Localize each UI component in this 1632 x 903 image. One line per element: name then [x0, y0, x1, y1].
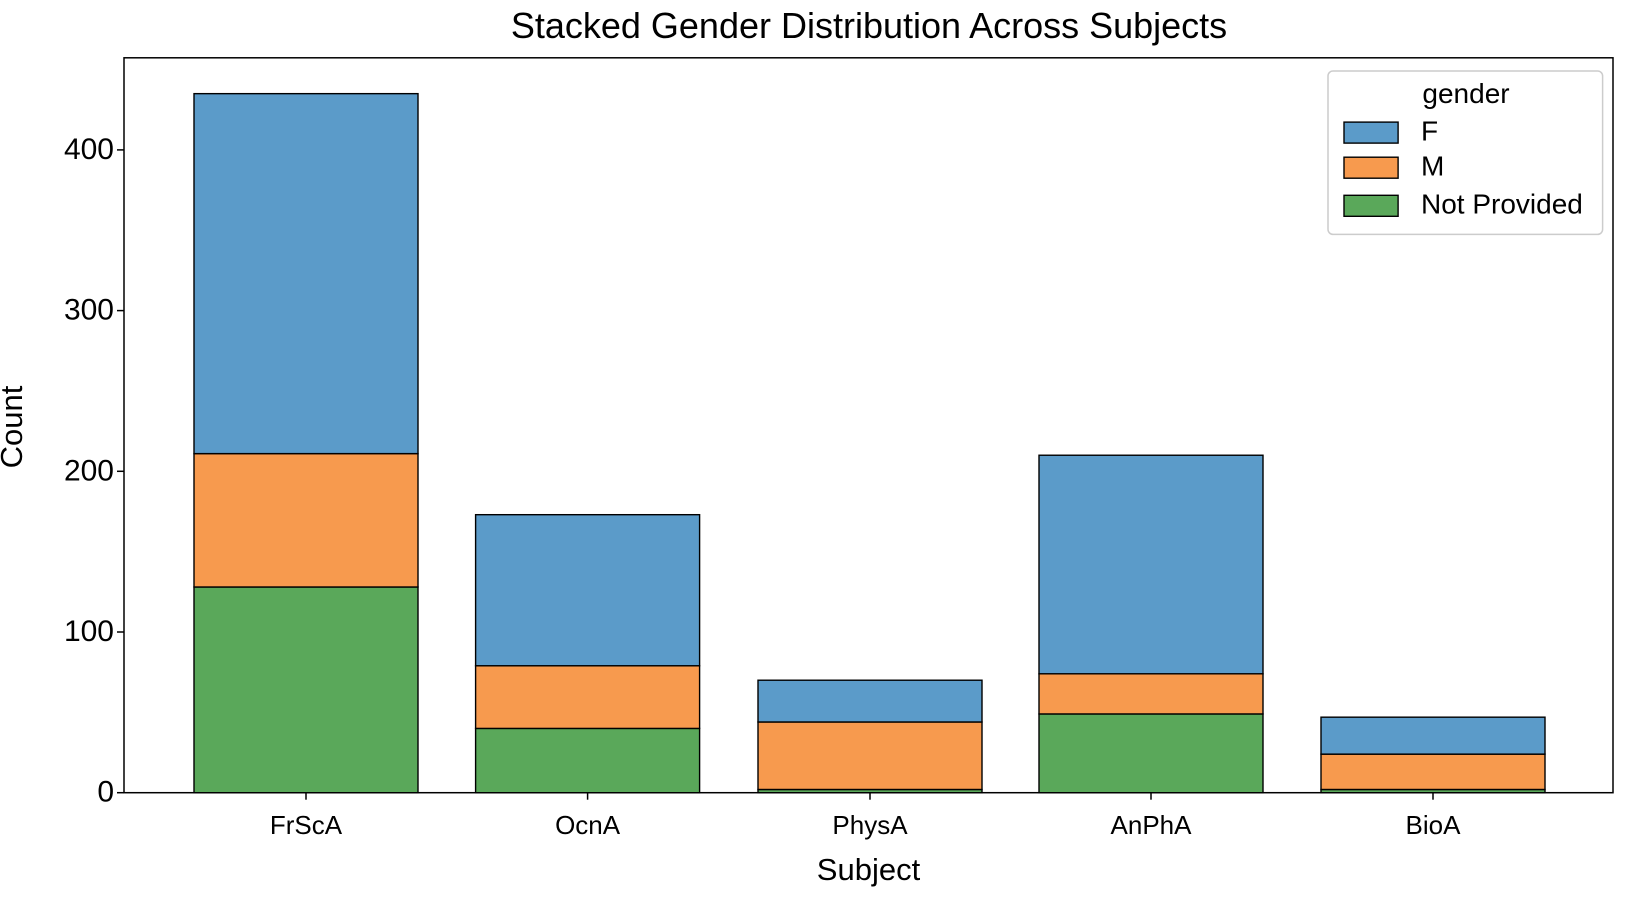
svg-text:M: M — [1421, 151, 1444, 182]
svg-text:F: F — [1421, 116, 1438, 147]
svg-text:200: 200 — [64, 454, 114, 487]
svg-text:OcnA: OcnA — [555, 810, 621, 840]
svg-text:400: 400 — [64, 133, 114, 166]
svg-text:Not Provided: Not Provided — [1421, 189, 1583, 220]
svg-text:AnPhA: AnPhA — [1111, 810, 1193, 840]
svg-text:100: 100 — [64, 615, 114, 648]
svg-text:Count: Count — [0, 385, 29, 468]
svg-text:Stacked Gender Distribution Ac: Stacked Gender Distribution Across Subje… — [511, 5, 1227, 46]
svg-text:gender: gender — [1422, 78, 1509, 109]
svg-text:FrScA: FrScA — [270, 810, 343, 840]
svg-text:Subject: Subject — [817, 852, 921, 887]
svg-text:0: 0 — [97, 776, 114, 809]
svg-text:300: 300 — [64, 294, 114, 327]
svg-text:PhysA: PhysA — [832, 810, 908, 840]
svg-text:BioA: BioA — [1406, 810, 1462, 840]
